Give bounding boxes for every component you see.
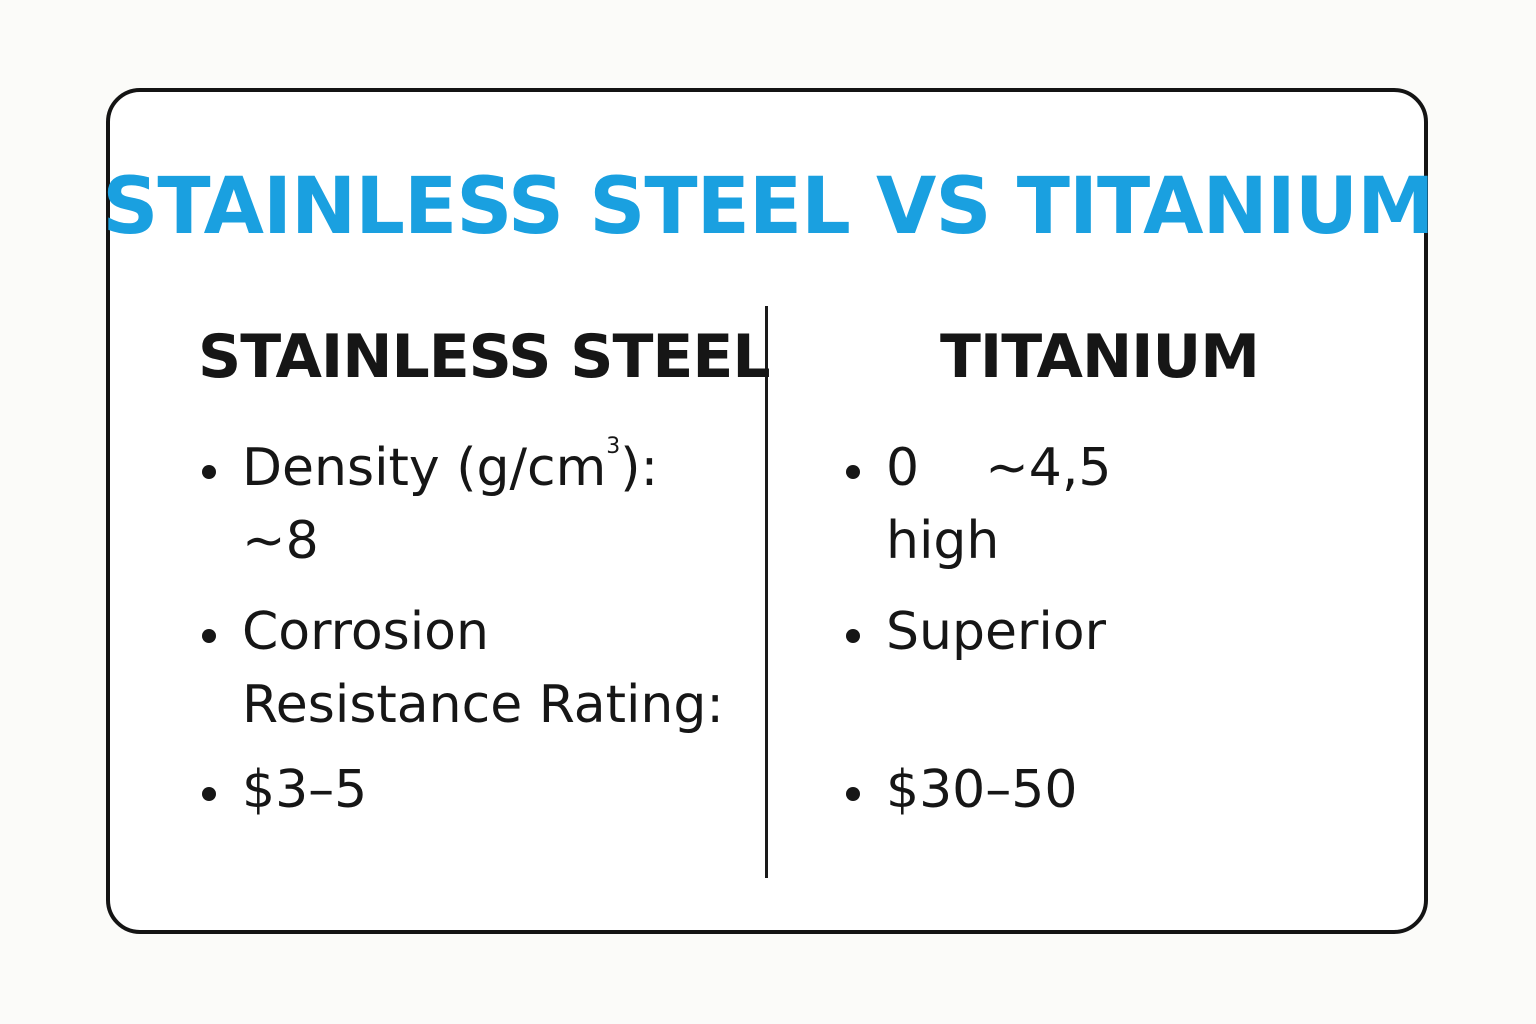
- stainless-density-text: Density (g/cm3): ~8: [242, 434, 659, 571]
- bullet-icon: [202, 465, 216, 479]
- bullet-icon: [202, 787, 216, 801]
- titanium-price-text: $30–50: [886, 760, 1078, 820]
- stainless-corrosion-text: Corrosion Resistance Rating:: [242, 602, 724, 735]
- stainless-price-text: $3–5: [242, 760, 368, 820]
- bullet-icon: [202, 629, 216, 643]
- titanium-corrosion-text: Superior: [886, 602, 1106, 662]
- titanium-heading: TITANIUM: [940, 322, 1260, 392]
- bullet-icon: [846, 465, 860, 479]
- titanium-density-text: 0 ~4,5 high: [886, 438, 1112, 571]
- page-title: STAINLESS STEEL VS TITANIUM: [102, 162, 1435, 252]
- bullet-icon: [846, 629, 860, 643]
- stainless-steel-heading: STAINLESS STEEL: [198, 322, 771, 392]
- column-divider: [765, 306, 768, 878]
- bullet-icon: [846, 787, 860, 801]
